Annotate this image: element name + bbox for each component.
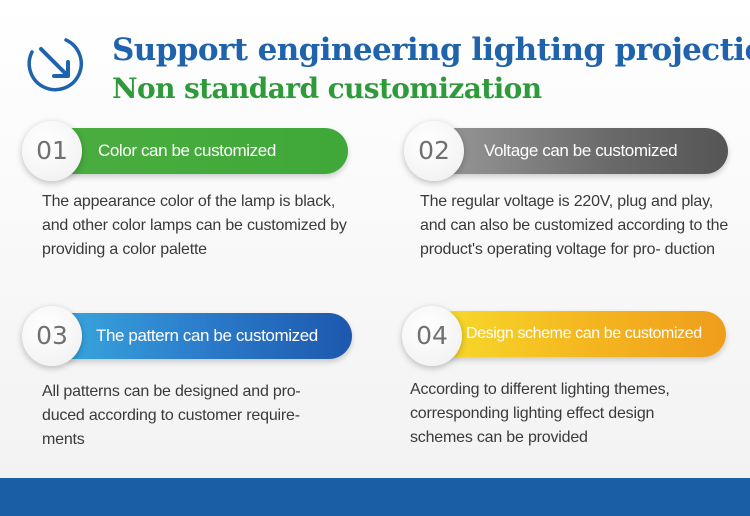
feature-color-label: Color can be customized <box>98 141 276 160</box>
feature-design-label: Design scheme can be customized <box>466 325 702 342</box>
feature-number-badge: 03 <box>22 306 82 366</box>
bottom-bar <box>0 478 750 516</box>
page-subtitle: Non standard customization <box>112 72 542 105</box>
feature-color-description: The appearance color of the lamp is blac… <box>42 193 347 258</box>
feature-number-badge: 02 <box>404 121 464 181</box>
feature-pattern-label: The pattern can be customized <box>96 326 318 345</box>
feature-color-pill: Color can be customized <box>50 128 348 174</box>
feature-number-badge: 04 <box>402 306 462 366</box>
feature-design-pill: Design scheme can be customized <box>432 311 726 357</box>
page-title: Support engineering lighting projection <box>112 32 750 68</box>
feature-voltage-label: Voltage can be customized <box>484 141 678 160</box>
arrow-circle-icon <box>27 38 83 92</box>
feature-pattern-pill: The pattern can be customized <box>50 313 352 359</box>
feature-voltage-pill: Voltage can be customized <box>432 128 728 174</box>
feature-voltage-description: The regular voltage is 220V, plug and pl… <box>420 193 729 258</box>
feature-design-description: According to different lighting themes, … <box>410 381 670 446</box>
feature-number-badge: 01 <box>22 121 82 181</box>
feature-pattern-description: All patterns can be designed and pro- du… <box>42 383 301 448</box>
